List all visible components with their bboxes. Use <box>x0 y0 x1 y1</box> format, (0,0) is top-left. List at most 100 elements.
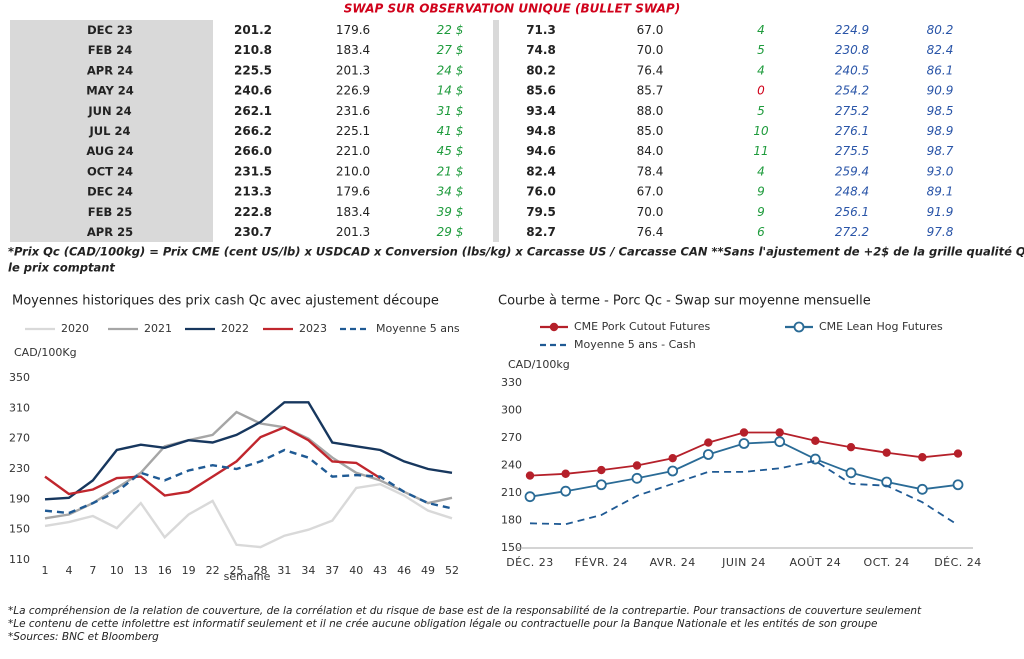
table-cell: 88.0 <box>637 104 664 118</box>
table-cell: 34 $ <box>437 185 464 199</box>
data-point <box>953 449 963 458</box>
data-point <box>561 469 570 478</box>
footnote: *Le contenu de cette infolettre est info… <box>8 618 878 630</box>
table-cell: 272.2 <box>835 225 869 239</box>
x-tick-label: JUIN 24 <box>721 556 766 569</box>
x-tick-label: 40 <box>349 564 363 577</box>
x-tick-label: 37 <box>325 564 339 577</box>
table-cell: 45 $ <box>437 144 464 158</box>
table-cell: 240.5 <box>835 63 869 77</box>
y-tick-label: 150 <box>501 541 522 554</box>
x-tick-label: DÉC. 23 <box>506 556 554 569</box>
data-point <box>702 449 714 460</box>
table-cell: APR 24 <box>87 63 133 77</box>
table-cell: 93.4 <box>526 104 556 118</box>
table-cell: 4 <box>757 164 765 178</box>
data-point <box>525 471 535 480</box>
table-cell: 98.7 <box>927 144 954 158</box>
table-cell: 67.0 <box>637 23 664 37</box>
footnote: *Sources: BNC et Bloomberg <box>8 631 159 643</box>
table-cell: MAY 24 <box>86 84 134 98</box>
data-point <box>774 436 786 448</box>
table-cell: 213.3 <box>234 185 272 199</box>
legend-label: 2022 <box>221 322 249 335</box>
x-tick-label: 31 <box>277 564 291 577</box>
table-cell: 262.1 <box>234 104 272 118</box>
table-cell: 259.4 <box>835 164 869 178</box>
table-cell: 86.1 <box>927 63 954 77</box>
x-tick-label: AVR. 24 <box>650 556 696 569</box>
x-tick-label: 34 <box>301 564 315 577</box>
table-cell: 85.6 <box>526 84 556 98</box>
table-cell: 210.8 <box>234 43 272 57</box>
table-cell: 222.8 <box>234 205 272 219</box>
table-cell: 76.0 <box>526 185 556 199</box>
table-cell: 70.0 <box>637 205 664 219</box>
x-tick-label: 43 <box>373 564 387 577</box>
table-note: *Prix Qc (CAD/100kg) = Prix CME (cent US… <box>8 245 1024 259</box>
data-point <box>918 453 927 462</box>
table-cell: 201.2 <box>234 23 272 37</box>
table-cell: 224.9 <box>835 23 869 37</box>
table-cell: JUL 24 <box>89 124 131 138</box>
y-tick-label: 300 <box>501 404 522 417</box>
table-cell: 80.2 <box>927 23 954 37</box>
x-tick-label: 7 <box>89 564 96 577</box>
legend-label: CME Pork Cutout Futures <box>574 320 710 333</box>
table-cell: 225.5 <box>234 63 272 77</box>
table-cell: 84.0 <box>637 144 664 158</box>
table-cell: 79.5 <box>526 205 556 219</box>
table-cell: 5 <box>757 104 765 118</box>
y-tick-label: 180 <box>501 514 522 527</box>
y-axis-label: CAD/100Kg <box>14 346 77 359</box>
data-point <box>846 442 856 452</box>
data-point <box>632 461 642 470</box>
table-cell: APR 25 <box>87 225 133 239</box>
x-tick-label: 52 <box>445 564 459 577</box>
y-tick-label: 270 <box>501 431 522 444</box>
x-tick-label: DÉC. 24 <box>934 556 982 569</box>
y-tick-label: 190 <box>9 492 30 505</box>
label-column-bg <box>10 20 213 242</box>
y-tick-label: 350 <box>9 371 30 384</box>
series-line <box>529 440 959 498</box>
table-cell: 82.7 <box>526 225 556 239</box>
table-cell: 22 $ <box>437 23 464 37</box>
table-cell: FEB 24 <box>88 43 132 57</box>
data-point <box>952 479 964 491</box>
table-cell: JUN 24 <box>87 104 131 118</box>
table-cell: 9 <box>757 205 765 219</box>
table-cell: 256.1 <box>835 205 869 219</box>
table-cell: 210.0 <box>336 164 370 178</box>
legend-label: 2020 <box>61 322 89 335</box>
data-point <box>811 436 820 445</box>
y-tick-label: 210 <box>501 486 522 499</box>
table-title: SWAP SUR OBSERVATION UNIQUE (BULLET SWAP… <box>344 2 680 16</box>
table-cell: 85.0 <box>637 124 664 138</box>
table-cell: 98.9 <box>927 124 954 138</box>
table-cell: 276.1 <box>835 124 869 138</box>
series-line <box>44 425 381 497</box>
table-cell: 98.5 <box>927 104 954 118</box>
x-tick-label: 49 <box>421 564 435 577</box>
data-point <box>595 479 607 491</box>
table-cell: 82.4 <box>927 43 954 57</box>
table-cell: 254.2 <box>835 84 869 98</box>
chart-title: Moyennes historiques des prix cash Qc av… <box>12 294 439 309</box>
table-cell: 10 <box>753 124 769 138</box>
legend-marker <box>793 321 805 333</box>
table-cell: 226.9 <box>336 84 370 98</box>
y-tick-label: 110 <box>9 553 30 566</box>
data-point <box>775 428 784 437</box>
table-cell: 0 <box>757 84 765 98</box>
table-cell: 179.6 <box>336 23 370 37</box>
data-point <box>704 438 713 447</box>
data-point <box>738 438 750 449</box>
x-tick-label: 19 <box>182 564 196 577</box>
legend-label: Moyenne 5 ans <box>376 322 460 335</box>
table-cell: 78.4 <box>637 164 664 178</box>
y-tick-label: 240 <box>501 459 522 472</box>
table-cell: 240.6 <box>234 84 272 98</box>
y-tick-label: 230 <box>9 462 30 475</box>
